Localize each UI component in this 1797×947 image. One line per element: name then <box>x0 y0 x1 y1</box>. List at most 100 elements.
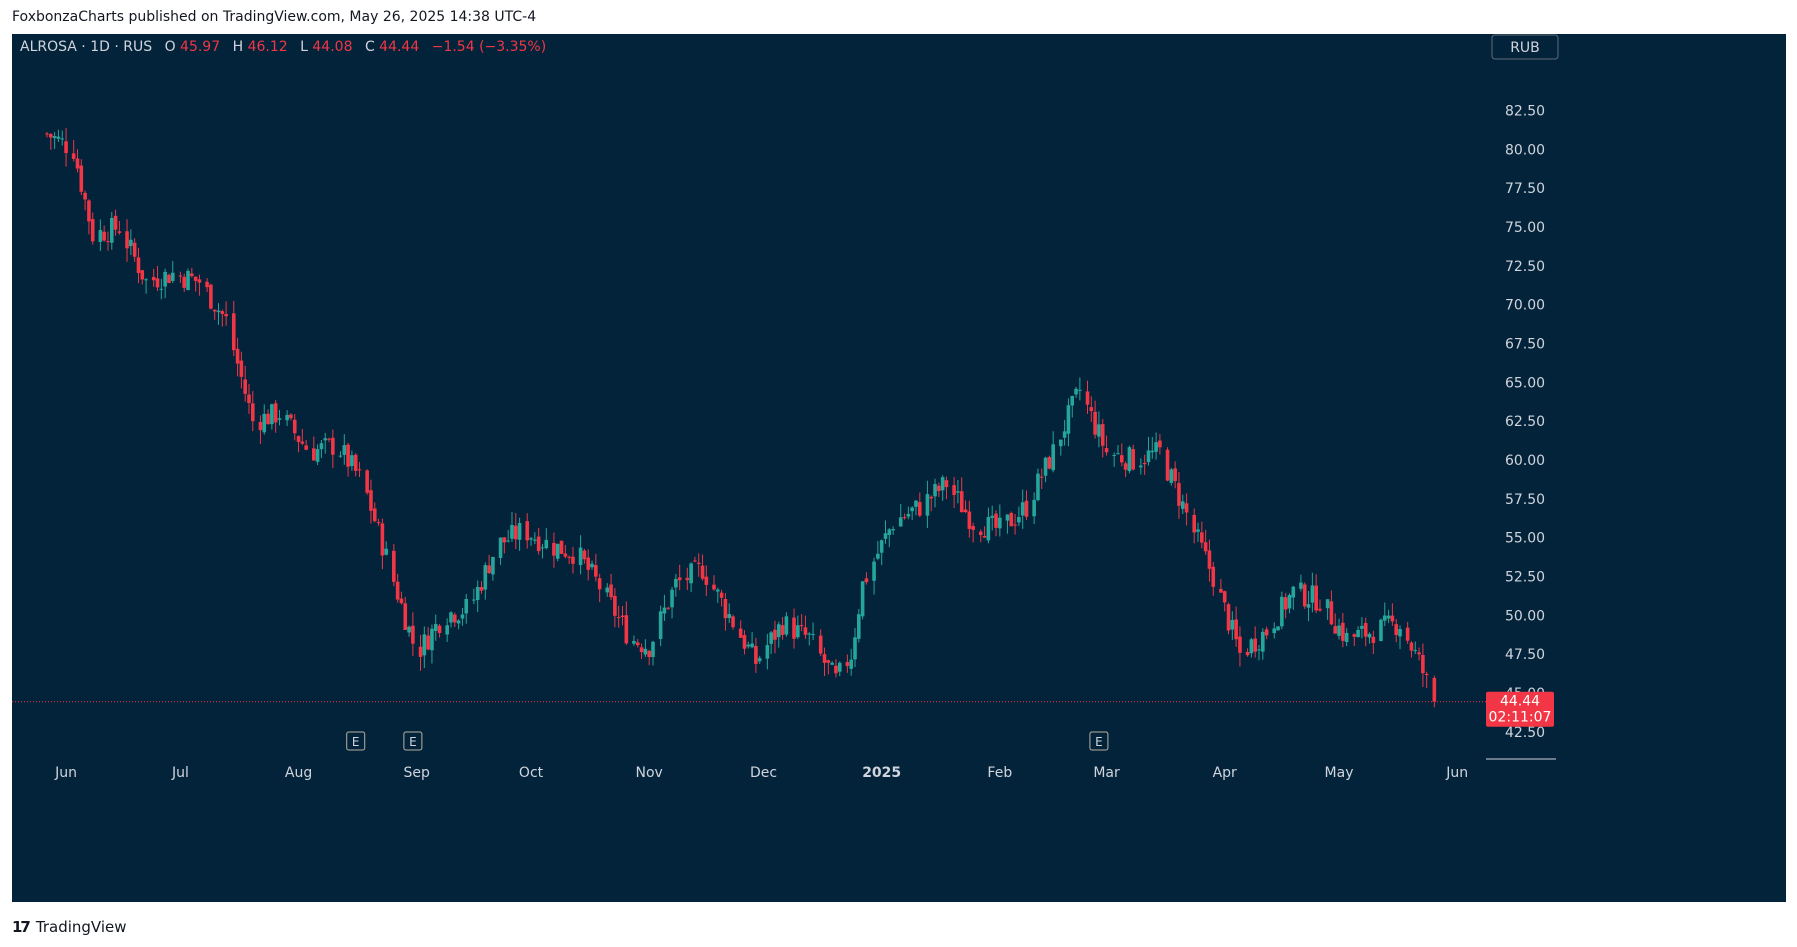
currency-button[interactable]: RUB <box>1491 34 1559 60</box>
candle-body <box>1142 462 1147 465</box>
candle-body <box>517 523 522 540</box>
candle-body <box>1363 623 1368 637</box>
price-tick-label: 72.50 <box>1505 259 1545 275</box>
candle-body <box>929 496 934 499</box>
earnings-marker-icon[interactable]: E <box>403 731 423 751</box>
candle-body <box>483 565 488 590</box>
time-axis[interactable]: Jun Jul Aug Sep Oct Nov Dec 2025 Feb Mar Apr May Jun <box>54 765 1468 781</box>
earnings-marker-icon[interactable]: E <box>346 731 366 751</box>
candle-body <box>1371 636 1376 643</box>
candle-body <box>937 485 941 492</box>
candle-body <box>285 414 289 421</box>
candle-body <box>1009 512 1014 527</box>
price-tick-label: 77.50 <box>1505 181 1545 197</box>
price-tick-label: 57.50 <box>1505 492 1545 508</box>
candle-body <box>277 418 282 420</box>
price-tick-label: 42.50 <box>1505 725 1545 741</box>
candle-body <box>1154 442 1158 452</box>
candle-body <box>864 578 869 583</box>
candle-body <box>433 624 438 631</box>
candle-body <box>1184 503 1189 513</box>
candle-body <box>464 598 469 614</box>
candle-body <box>609 584 613 598</box>
candle-body <box>1146 450 1151 463</box>
candle-body <box>331 437 335 455</box>
chart-area[interactable]: ALROSA · 1D · RUS O 45.97 H 46.12 L 44.0… <box>12 34 1786 902</box>
time-tick-label: Nov <box>636 765 663 781</box>
candle-body <box>453 614 457 623</box>
candle-body <box>273 403 278 423</box>
candle-body <box>696 562 701 564</box>
candle-body <box>1226 604 1231 631</box>
candlestick-chart[interactable]: ALROSA · 1D · RUS O 45.97 H 46.12 L 44.0… <box>12 34 1786 902</box>
candle-body <box>1139 465 1143 468</box>
candle-body <box>235 348 240 364</box>
candle-body <box>151 276 156 281</box>
candle-body <box>1367 633 1372 638</box>
candle-body <box>182 276 187 288</box>
candle-body <box>1032 499 1036 517</box>
footer-brand: TradingView <box>35 918 127 936</box>
earnings-marker-icon[interactable]: E <box>1089 731 1109 751</box>
candle-body <box>1394 624 1399 636</box>
candle-body <box>1062 431 1067 438</box>
candle-body <box>635 642 640 646</box>
candle-body <box>582 550 587 560</box>
candle-body <box>445 625 449 635</box>
candle-body <box>1287 594 1292 609</box>
candle-body <box>472 599 476 601</box>
candle-body <box>826 660 831 663</box>
candle-body <box>395 581 400 600</box>
candle-body <box>1074 388 1078 395</box>
candle-body <box>220 311 225 315</box>
candle-body <box>757 658 762 662</box>
candle-body <box>1200 532 1204 543</box>
candle-body <box>353 454 358 471</box>
candle-body <box>1230 619 1235 630</box>
candle-body <box>1043 457 1048 476</box>
candle-body <box>1222 591 1227 603</box>
candle-body <box>1390 615 1395 622</box>
candle-body <box>102 231 106 241</box>
candle-body <box>372 508 377 522</box>
candle-body <box>239 360 244 377</box>
candle-body <box>830 662 834 665</box>
candle-body <box>910 507 914 512</box>
candle-body <box>700 565 705 579</box>
price-tick-label: 50.00 <box>1505 608 1545 624</box>
candle-body <box>117 231 122 233</box>
candle-body <box>506 540 510 542</box>
last-price-badge: 44.44 02:11:07 <box>1486 691 1554 727</box>
candle-body <box>216 310 221 313</box>
candle-body <box>498 537 503 558</box>
price-axis[interactable]: 82.50 80.00 77.50 75.00 72.50 70.00 67.50 65.00… <box>1505 104 1545 741</box>
legend-low-value: 44.08 <box>312 39 352 55</box>
candle-body <box>1261 631 1265 652</box>
candle-body <box>437 625 442 633</box>
candle-body <box>60 138 65 140</box>
candle-body <box>392 550 396 582</box>
candle-body <box>430 628 434 651</box>
candle-body <box>75 158 80 169</box>
price-tick-label: 82.50 <box>1505 104 1545 120</box>
candle-body <box>990 515 995 518</box>
candle-body <box>346 444 350 467</box>
candle-body <box>613 595 617 616</box>
candle-body <box>616 617 621 619</box>
candle-body <box>64 141 68 154</box>
candle-body <box>1360 625 1364 629</box>
candle-body <box>834 665 838 674</box>
candle-body <box>796 625 800 638</box>
candle-body <box>1432 677 1437 702</box>
candle-body <box>891 529 895 531</box>
candle-body <box>940 477 945 491</box>
candle-body <box>1169 469 1174 483</box>
candle-body <box>155 278 160 288</box>
tradingview-footer[interactable]: 17 TradingView <box>12 918 127 936</box>
candle-body <box>289 414 293 419</box>
candle-body <box>845 662 850 666</box>
candle-body <box>712 584 716 590</box>
candle-body <box>144 279 148 281</box>
candle-body <box>1036 473 1040 501</box>
candle-body <box>662 607 667 614</box>
